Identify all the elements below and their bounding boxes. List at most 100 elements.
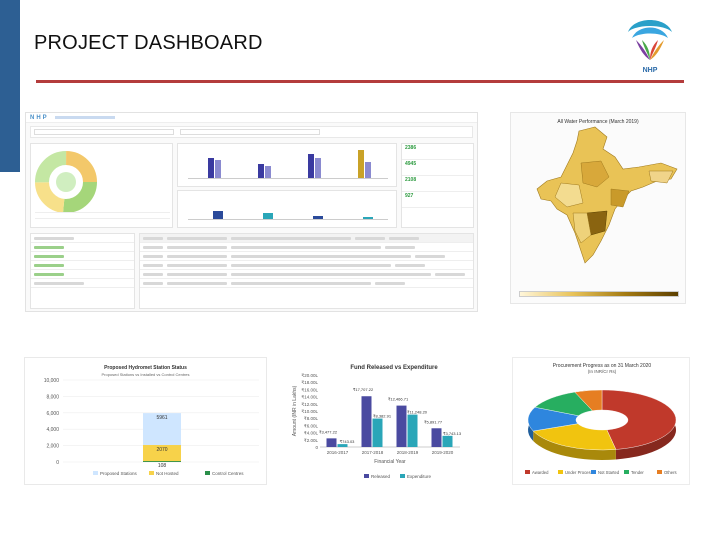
x-tick-label: 2019-2020 xyxy=(432,450,454,455)
legend-swatch xyxy=(591,470,596,474)
bar-value-label: 5961 xyxy=(156,415,167,421)
dashboard-filter[interactable] xyxy=(30,126,473,138)
legend-swatch xyxy=(364,474,369,478)
fund-chart-title: Fund Released vs Expenditure xyxy=(350,365,438,371)
y-tick-label: ₹6.00L xyxy=(304,423,319,428)
bar-panel-top xyxy=(177,143,397,187)
bar-value-label: ₹3,743.13 xyxy=(443,431,462,436)
y-tick-label: 10,000 xyxy=(44,378,60,384)
page-title: PROJECT DASHBOARD xyxy=(34,32,263,54)
kpi-3: 2108 xyxy=(402,176,473,192)
legend-label: Expenditure xyxy=(407,474,432,479)
legend-swatch xyxy=(149,471,154,475)
legend-label: Not Hosted xyxy=(156,471,179,476)
slice-under-process xyxy=(532,423,617,451)
y-tick-label: 6,000 xyxy=(46,411,59,417)
y-tick-label: 8,000 xyxy=(46,394,59,400)
legend-swatch xyxy=(205,471,210,475)
y-tick-label: ₹18.00L xyxy=(301,380,318,385)
procurement-chart-card: Procurement Progress as on 31 March 2020… xyxy=(512,357,690,485)
y-tick-label: 4,000 xyxy=(46,427,59,433)
bar-value-label: ₹17,707.22 xyxy=(353,387,374,392)
legend-label: Control Centres xyxy=(212,471,244,476)
bar-released xyxy=(326,438,337,447)
bar-expenditure xyxy=(372,418,383,447)
india-map-icon xyxy=(536,126,678,264)
bar-expenditure xyxy=(407,414,418,447)
dashboard-topbar: NHP xyxy=(26,113,477,123)
y-tick-label: ₹12.00L xyxy=(301,402,318,407)
bar-value-label: ₹8,382.91 xyxy=(373,414,392,419)
nhp-logo-icon: NHP xyxy=(628,20,672,74)
legend-label: Others xyxy=(664,470,677,475)
bar-value-label: ₹743.03 xyxy=(340,439,356,444)
filter-select-agency[interactable] xyxy=(34,129,174,135)
map-legend xyxy=(519,291,679,297)
legend-label: Tender xyxy=(631,470,644,475)
map-title: All Water Performance (March 2019) xyxy=(557,119,639,125)
y-axis-label: Amount (INR in Lakhs) xyxy=(292,385,298,436)
bar-chart-top xyxy=(188,150,388,179)
legend-swatch xyxy=(93,471,98,475)
title-divider xyxy=(36,80,684,83)
bar-value-label: 2070 xyxy=(156,447,167,453)
legend-swatch xyxy=(657,470,662,474)
bar-value-label: ₹12,466.71 xyxy=(388,397,409,402)
bar-panel-bottom xyxy=(177,190,397,228)
legend-label: Released xyxy=(371,474,391,479)
bar-value-label: ₹5,891.77 xyxy=(424,419,443,424)
dashboard-brand: NHP xyxy=(30,114,49,121)
logo-text: NHP xyxy=(643,67,658,74)
filter-select-project[interactable] xyxy=(180,129,320,135)
hydromet-chart: 10,000 8,000 6,000 4,000 2,000 0 5961 2070 108 Pr… xyxy=(44,378,259,476)
bar-value-label: ₹11,248.20 xyxy=(407,410,428,415)
y-tick-label: ₹8.00L xyxy=(304,416,319,421)
bar-chart-bottom xyxy=(188,211,388,220)
bar-released xyxy=(396,405,407,447)
bar-not-hosted xyxy=(143,445,181,462)
slice-awarded xyxy=(601,389,677,450)
y-tick-label: ₹4.00L xyxy=(304,431,319,436)
legend-swatch xyxy=(624,470,629,474)
y-tick-label: ₹14.00L xyxy=(301,395,318,400)
bar-released xyxy=(431,428,442,447)
bar-control-centres xyxy=(143,461,181,462)
donut-panel xyxy=(30,143,173,228)
bar-released xyxy=(361,396,372,447)
hydromet-chart-title: Proposed Hydromet Station Status xyxy=(104,365,187,371)
y-tick-label: 2,000 xyxy=(46,444,59,450)
procurement-chart: Procurement Progress as on 31 March 2020… xyxy=(525,363,677,475)
legend-swatch xyxy=(558,470,563,474)
kpi-4: 927 xyxy=(402,192,473,208)
kpi-2: 4945 xyxy=(402,160,473,176)
legend-swatch xyxy=(525,470,530,474)
y-tick-label: ₹2.00L xyxy=(304,438,319,443)
legend-label: Awarded xyxy=(532,470,549,475)
kpi-1: 2386 xyxy=(402,144,473,160)
accent-bar xyxy=(0,0,20,172)
fund-chart-card: Fund Released vs Expenditure ₹20.00L ₹18.0… xyxy=(286,357,467,485)
y-tick-label: 0 xyxy=(56,460,59,466)
kpi-panel: 2386 4945 2108 927 xyxy=(401,143,474,228)
y-tick-label: ₹10.00L xyxy=(301,409,318,414)
procurement-chart-subtitle: (In INR/Cr Rs) xyxy=(588,369,617,374)
dashboard-screenshot: NHP xyxy=(25,112,478,312)
donut-chart xyxy=(35,151,170,219)
slice-others xyxy=(574,389,603,411)
y-tick-label: ₹20.00L xyxy=(301,373,318,378)
hydromet-chart-subtitle: Proposed Stations vs Installed vs Contro… xyxy=(101,372,190,377)
x-tick-label: 2017-2018 xyxy=(362,450,384,455)
fund-chart: Fund Released vs Expenditure ₹20.00L ₹18.0… xyxy=(292,365,462,479)
india-map-card: All Water Performance (March 2019) xyxy=(510,112,686,304)
legend-label: Under Process xyxy=(565,470,593,475)
y-tick-label: 0 xyxy=(315,445,318,450)
dashboard-nav xyxy=(54,116,115,119)
x-tick-label: 2016-2017 xyxy=(327,450,349,455)
bar-expenditure xyxy=(337,444,348,447)
procurement-chart-title: Procurement Progress as on 31 March 2020 xyxy=(553,363,652,369)
legend-swatch xyxy=(400,474,405,478)
legend-label: Not Started xyxy=(598,470,620,475)
slice-side-under-process xyxy=(533,431,616,460)
activity-table xyxy=(139,233,474,309)
